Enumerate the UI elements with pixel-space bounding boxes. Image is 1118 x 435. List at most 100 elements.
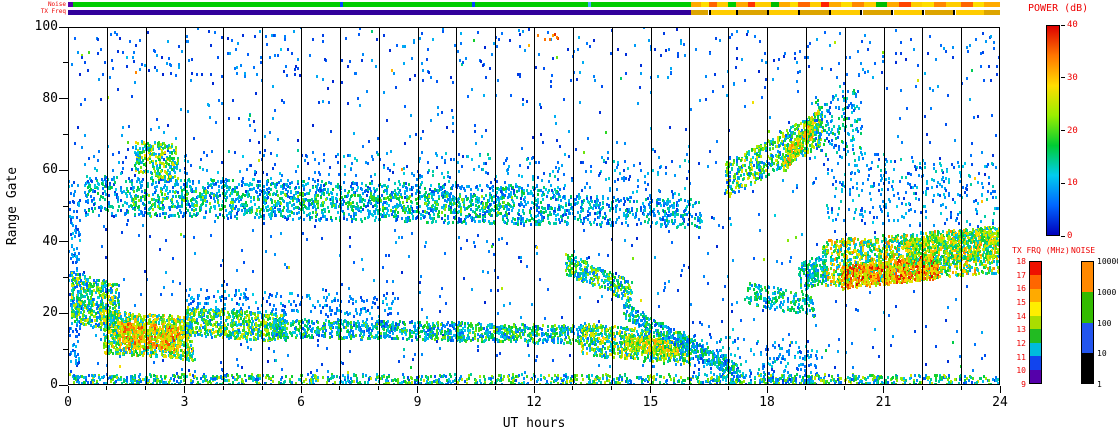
x-axis-tick-label: 24 xyxy=(992,395,1008,410)
txfrq-colorbar-tick-label: 11 xyxy=(1016,352,1026,362)
x-axis-tick xyxy=(766,386,768,393)
noise-txfreq-status-strips xyxy=(68,2,1000,16)
x-axis-tick xyxy=(455,386,457,390)
x-axis-tick-label: 12 xyxy=(526,395,542,410)
y-axis-tick xyxy=(63,133,68,135)
y-axis-tick xyxy=(59,312,68,314)
x-axis-tick-label: 3 xyxy=(180,395,189,410)
txfrq-colorbar-segment xyxy=(1030,356,1041,370)
txfrq-colorbar-tick-label: 13 xyxy=(1016,325,1026,335)
power-colorbar-tick-label: 10 xyxy=(1067,178,1078,189)
x-axis-tick xyxy=(572,386,574,390)
power-colorbar-tick xyxy=(1061,235,1065,237)
x-axis-title: UT hours xyxy=(502,416,566,431)
y-axis-tick-label: 100 xyxy=(34,19,58,34)
txfrq-colorbar-segment xyxy=(1030,288,1041,303)
y-axis-tick-label: 80 xyxy=(42,90,58,106)
noise-colorbar-tick-label: 10 xyxy=(1097,349,1107,359)
power-colorbar-tick-label: 0 xyxy=(1067,231,1073,241)
y-axis-tick xyxy=(59,384,68,386)
x-axis-tick xyxy=(688,386,690,390)
y-axis-tick-label: 20 xyxy=(42,305,58,321)
x-axis-tick xyxy=(67,386,69,393)
txfrq-colorbar-tick-label: 12 xyxy=(1016,339,1026,348)
txfrq-legend-title: TX FRQ (MHz) xyxy=(1012,246,1070,255)
power-colorbar-tick-label: 40 xyxy=(1067,20,1078,30)
noise-colorbar-tick-label: 10000 xyxy=(1097,257,1118,266)
power-colorbar-tick xyxy=(1061,130,1065,131)
noise-colorbar-tick-label: 1000 xyxy=(1097,287,1117,297)
x-axis-tick xyxy=(611,386,613,390)
y-axis-tick-label: 60 xyxy=(42,162,58,178)
txfrq-colorbar-segment xyxy=(1030,342,1041,357)
txfrq-colorbar-segment xyxy=(1030,315,1041,330)
y-axis-tick xyxy=(59,169,68,171)
txfrq-colorbar-segment xyxy=(1030,275,1041,289)
y-axis-title: Range Gate xyxy=(5,166,20,246)
x-axis-tick-label: 6 xyxy=(297,395,305,410)
power-colorbar-tick xyxy=(1061,24,1065,26)
noise-colorbar-segment xyxy=(1082,262,1093,293)
y-axis-tick xyxy=(63,205,68,207)
y-axis-tick-label: 0 xyxy=(50,377,58,392)
y-axis-tick xyxy=(59,241,68,243)
x-axis-tick xyxy=(339,386,341,390)
x-axis-tick-label: 15 xyxy=(642,395,659,410)
x-axis-tick xyxy=(261,386,263,390)
x-axis-tick xyxy=(650,386,651,393)
y-axis-tick xyxy=(63,348,68,350)
power-colorbar-tick xyxy=(1061,77,1065,79)
x-axis-tick xyxy=(999,386,1001,393)
noise-colorbar-tick-label: 1 xyxy=(1097,380,1102,389)
noise-legend-title: NOISE xyxy=(1071,246,1096,255)
txfreq-strip-label: TX Freq xyxy=(40,8,66,15)
x-axis-tick xyxy=(883,386,884,393)
y-axis-tick xyxy=(59,98,68,100)
rti-data-canvas xyxy=(68,27,1000,385)
x-axis-tick-label: 9 xyxy=(413,395,422,410)
power-colorbar-tick xyxy=(1061,182,1065,184)
txfrq-colorbar xyxy=(1029,261,1042,384)
power-colorbar-tick-label: 20 xyxy=(1067,125,1078,136)
y-axis-tick xyxy=(63,277,68,279)
x-axis-tick xyxy=(921,386,923,390)
x-axis-tick xyxy=(960,386,962,390)
x-axis-tick xyxy=(300,386,302,393)
noise-colorbar-tick-label: 100 xyxy=(1097,318,1112,328)
y-axis-tick xyxy=(63,62,68,64)
noise-colorbar xyxy=(1081,261,1094,384)
y-axis-tick xyxy=(59,26,68,28)
txfrq-colorbar-segment xyxy=(1030,302,1041,316)
x-axis-tick xyxy=(378,386,380,390)
x-axis-tick xyxy=(184,386,185,393)
x-axis-tick xyxy=(805,386,807,390)
txfrq-colorbar-tick-label: 9 xyxy=(1021,380,1026,389)
x-axis-tick-label: 18 xyxy=(759,395,775,410)
power-colorbar-tick-label: 30 xyxy=(1067,72,1078,83)
x-axis-tick xyxy=(727,386,729,390)
x-axis-tick xyxy=(494,386,496,390)
x-axis-tick-label: 21 xyxy=(875,395,892,410)
x-axis-tick xyxy=(417,386,418,393)
txfrq-colorbar-tick-label: 16 xyxy=(1016,284,1026,294)
noise-colorbar-segment xyxy=(1082,292,1093,323)
txfrq-colorbar-tick-label: 15 xyxy=(1016,298,1026,307)
noise-strip-label: Noise xyxy=(47,1,66,8)
x-axis-tick xyxy=(222,386,224,390)
txfrq-colorbar-tick-label: 14 xyxy=(1016,311,1026,321)
x-axis-tick xyxy=(106,386,108,390)
y-axis-tick-label: 40 xyxy=(42,233,58,249)
power-legend-title: POWER (dB) xyxy=(1028,3,1089,14)
x-axis-tick xyxy=(533,386,535,393)
x-axis-tick xyxy=(844,386,846,390)
noise-colorbar-segment xyxy=(1082,322,1093,353)
txfrq-colorbar-tick-label: 10 xyxy=(1016,366,1026,376)
txfrq-colorbar-segment xyxy=(1030,262,1041,276)
power-colorbar xyxy=(1046,25,1060,236)
x-axis-tick-label: 0 xyxy=(64,395,72,410)
txfrq-colorbar-segment xyxy=(1030,329,1041,343)
txfrq-colorbar-tick-label: 18 xyxy=(1016,257,1026,266)
txfrq-colorbar-tick-label: 17 xyxy=(1016,270,1026,280)
x-axis-tick xyxy=(145,386,147,390)
